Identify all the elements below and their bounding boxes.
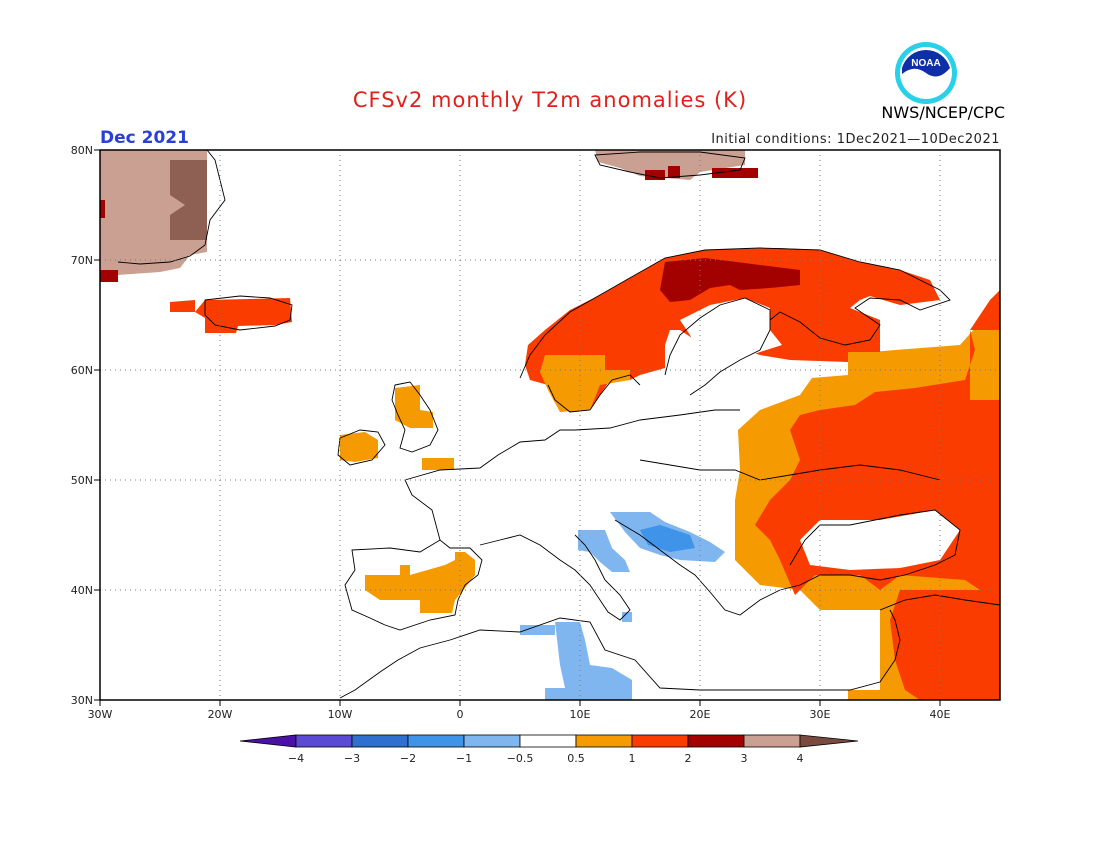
legend-label: −3 [344,752,360,765]
legend-label: 1 [629,752,636,765]
region-iceland [195,298,292,333]
region-british-isles [395,385,433,428]
lon-tick-label: 40E [930,708,951,721]
lon-tick-label: 20E [690,708,711,721]
region-greenland [100,150,207,282]
legend-swatch [631,734,689,748]
legend-label: 0.5 [567,752,585,765]
lat-tick-label: 80N [71,144,93,157]
legend-swatch [519,734,577,748]
axis-ticks [94,149,941,706]
legend-label: 3 [741,752,748,765]
region-italy [578,530,630,572]
lat-tick-label: 50N [71,474,93,487]
legend-swatch [351,734,409,748]
agency-label: NWS/NCEP/CPC [881,103,1005,122]
forecast-month: Dec 2021 [100,128,189,148]
legend-label: −0.5 [507,752,534,765]
logo-text: NOAA [911,58,940,69]
graticule [100,150,1000,700]
region-tunisia [545,622,632,700]
lat-tick-label: 60N [71,364,93,377]
lat-tick-label: 40N [71,584,93,597]
legend-swatch [575,734,633,748]
initial-conditions: Initial conditions: 1Dec2021—10Dec2021 [711,132,1000,147]
lat-tick-label: 70N [71,254,93,267]
anomaly-fields [100,150,1000,700]
legend-label: 4 [797,752,804,765]
lon-tick-label: 20W [208,708,233,721]
lat-tick-label: 30N [71,694,93,707]
region-south-scandinavia [540,355,630,412]
legend-swatch [463,734,521,748]
lon-tick-label: 30E [810,708,831,721]
color-legend [239,734,859,748]
legend-swatch [743,734,801,748]
map-title: CFSv2 monthly T2m anomalies (K) [352,88,748,112]
legend-arrow-low [239,734,297,748]
legend-label: −4 [288,752,304,765]
region-svalbard [595,150,758,180]
legend-swatch [407,734,465,748]
legend-swatch [295,734,353,748]
legend-label: −2 [400,752,416,765]
region-iberia [350,552,475,613]
lon-tick-label: 10E [570,708,591,721]
lon-tick-label: 0 [457,708,464,721]
region-middle-east [890,590,1000,700]
legend-label: 2 [685,752,692,765]
coastlines [100,150,1000,699]
legend-arrow-high [799,734,859,748]
map-frame [99,149,1001,701]
noaa-logo-icon: NOAA [895,42,957,104]
lon-tick-label: 30W [88,708,113,721]
legend-swatch [687,734,745,748]
legend-label: −1 [456,752,472,765]
region-north-cape [660,258,800,302]
lon-tick-label: 10W [328,708,353,721]
